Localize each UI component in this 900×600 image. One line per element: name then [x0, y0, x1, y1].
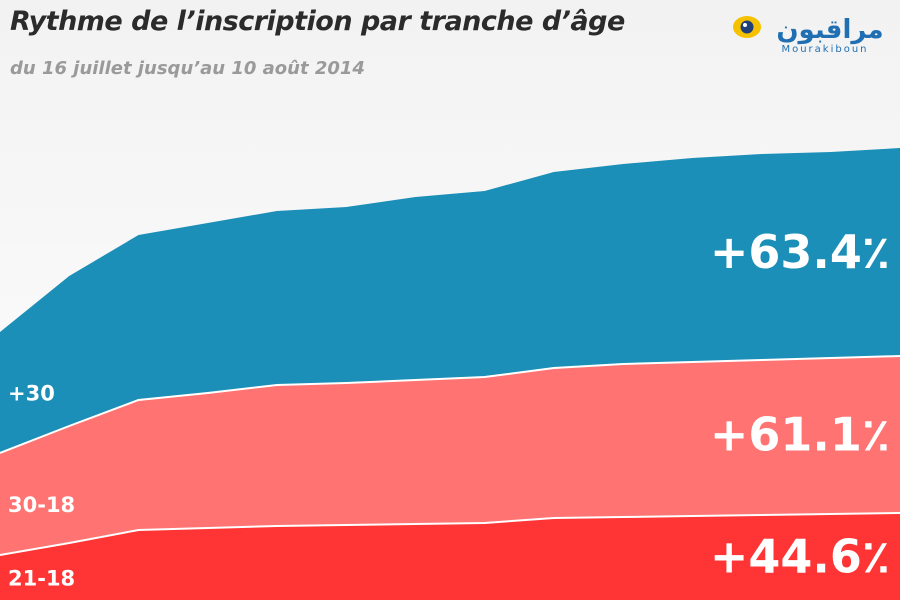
series-labels-group: 21-18 +44.6٪ 30-18 +61.1٪ +30 +63.4٪	[8, 225, 890, 591]
eye-icon	[733, 16, 761, 38]
chart-title: Rythme de l’inscription par tranche d’âg…	[10, 6, 625, 37]
area-boundary-line	[0, 512, 900, 556]
series-growth-label: +61.1٪	[710, 408, 890, 462]
area--30	[0, 148, 900, 453]
chart-subtitle: du 16 juillet jusqu’au 10 août 2014	[10, 58, 365, 79]
area-series-group	[0, 148, 900, 600]
mourakiboun-logo: مراقبون	[733, 15, 884, 45]
logo-arabic-text: مراقبون	[776, 15, 883, 45]
series-growth-label: +44.6٪	[710, 530, 890, 584]
area-21-18	[0, 513, 900, 600]
area-boundary-line	[0, 355, 900, 454]
series-growth-label: +63.4٪	[710, 225, 890, 279]
series-label: 21-18	[8, 567, 75, 591]
logo-text: Mourakiboun	[781, 44, 869, 55]
series-label: 30-18	[8, 493, 75, 517]
series-label: +30	[8, 382, 55, 406]
area-30-18	[0, 356, 900, 555]
